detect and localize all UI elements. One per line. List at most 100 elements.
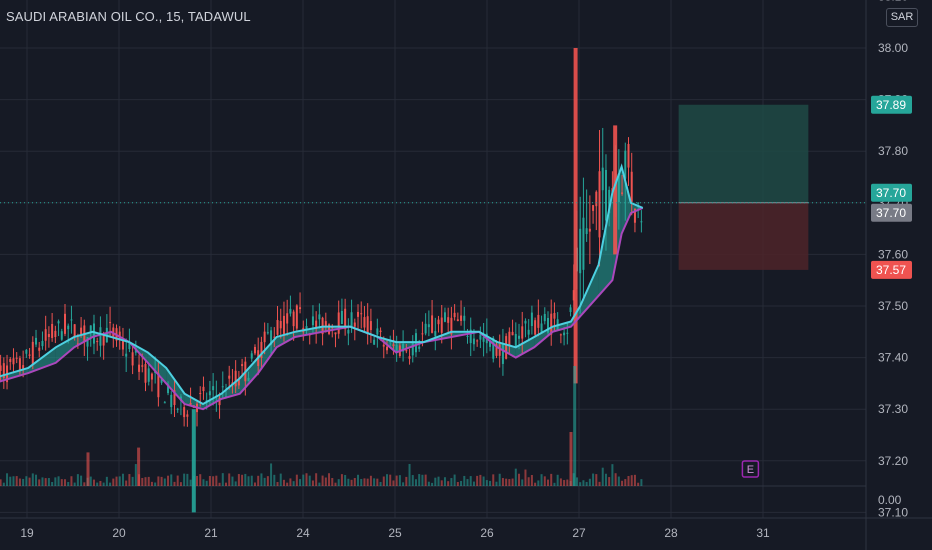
price-tick-label: 38.00 (878, 41, 908, 55)
volume-bar (614, 473, 617, 486)
candle-body (109, 322, 112, 324)
volume-bar (427, 481, 430, 486)
candle-body (70, 319, 73, 321)
candle-body (633, 208, 636, 223)
candle-body (144, 364, 147, 383)
candle-body (521, 326, 524, 339)
volume-bar (308, 475, 311, 486)
volume-bar (559, 478, 562, 486)
candle-body (73, 324, 76, 337)
volume-bar (508, 479, 511, 486)
cloud-segment (258, 336, 277, 374)
currency-badge[interactable]: SAR (886, 8, 918, 27)
candle-body (582, 217, 585, 270)
volume-bar (228, 473, 231, 486)
volume-spike (573, 366, 577, 486)
candle-body (131, 352, 134, 366)
volume-bar (434, 477, 437, 486)
candle-body (463, 315, 466, 321)
volume-bar (366, 478, 369, 486)
candle-body (9, 358, 12, 362)
volume-bar (543, 476, 546, 486)
candle-body (12, 358, 15, 365)
candle-body (86, 337, 89, 347)
cloud-segment (184, 393, 203, 410)
volume-bar (154, 482, 157, 486)
candle-body (489, 341, 492, 347)
candle-body (360, 313, 363, 315)
volume-bar (282, 479, 285, 486)
candle-body (592, 205, 595, 211)
candle-body (167, 384, 170, 394)
volume-bar (437, 476, 440, 486)
price-tick-label: 37.80 (878, 144, 908, 158)
earnings-marker (741, 460, 760, 478)
price-tick-label: 37.60 (878, 247, 908, 261)
price-badge-label: 37.57 (876, 263, 906, 277)
candle-body (286, 313, 289, 324)
target-zone (678, 104, 809, 203)
candle-body (67, 325, 70, 330)
candle-body (186, 414, 189, 417)
time-tick-label: 27 (572, 526, 586, 540)
volume-bar (398, 475, 401, 486)
volume-bar (28, 477, 31, 486)
cloud-segment (28, 347, 56, 374)
volume-bar (44, 478, 47, 486)
candle-body (15, 357, 18, 359)
volume-bar (295, 474, 298, 486)
volume-bar (392, 480, 395, 486)
candle-body (617, 173, 620, 203)
volume-bar (363, 478, 366, 486)
price-badge-last (871, 203, 912, 222)
volume-bar (128, 474, 131, 486)
volume-bar (489, 480, 492, 486)
volume-bar (424, 474, 427, 486)
volume-bar (234, 481, 237, 486)
time-tick-label: 25 (388, 526, 402, 540)
volume-bar (334, 482, 337, 486)
price-tick-label: 38.10 (878, 0, 908, 3)
volume-bar (35, 474, 38, 486)
candle-body (386, 346, 388, 351)
stop-zone (678, 202, 809, 270)
volume-tick-label: 0.00 (878, 493, 902, 507)
volume-bar (418, 474, 421, 486)
price-badge-label: 37.70 (876, 206, 906, 220)
volume-bar (505, 478, 508, 486)
volume-bar (299, 479, 302, 486)
candle-body (89, 325, 92, 333)
candle-body (540, 323, 543, 333)
candle-body (218, 397, 221, 406)
volume-bar (105, 476, 108, 486)
candle-body (38, 347, 41, 351)
candle-body (289, 308, 292, 314)
volume-bar (495, 481, 498, 486)
volume-bar (550, 473, 553, 486)
candle-body (627, 143, 630, 168)
volume-bar (276, 482, 279, 486)
candle-body (125, 353, 128, 357)
volume-bar (472, 481, 475, 486)
price-tick-label: 37.40 (878, 351, 908, 365)
volume-bar (183, 473, 186, 486)
volume-bar (389, 474, 392, 486)
volume-bar (302, 474, 305, 486)
price-spike (613, 125, 618, 255)
candle-body (150, 373, 153, 380)
volume-bar (511, 478, 514, 486)
volume-bar (588, 478, 591, 486)
volume-bar (279, 473, 282, 486)
candle-body (241, 364, 244, 367)
candle-body (624, 150, 627, 179)
candle-body (199, 392, 202, 394)
candle-body (350, 312, 353, 328)
volume-bar (70, 476, 73, 486)
candle-body (511, 331, 514, 336)
candle-body (392, 344, 395, 346)
volume-bar (514, 468, 517, 486)
candle-body (495, 344, 498, 356)
candle-body (208, 391, 211, 396)
volume-bar (337, 479, 340, 486)
